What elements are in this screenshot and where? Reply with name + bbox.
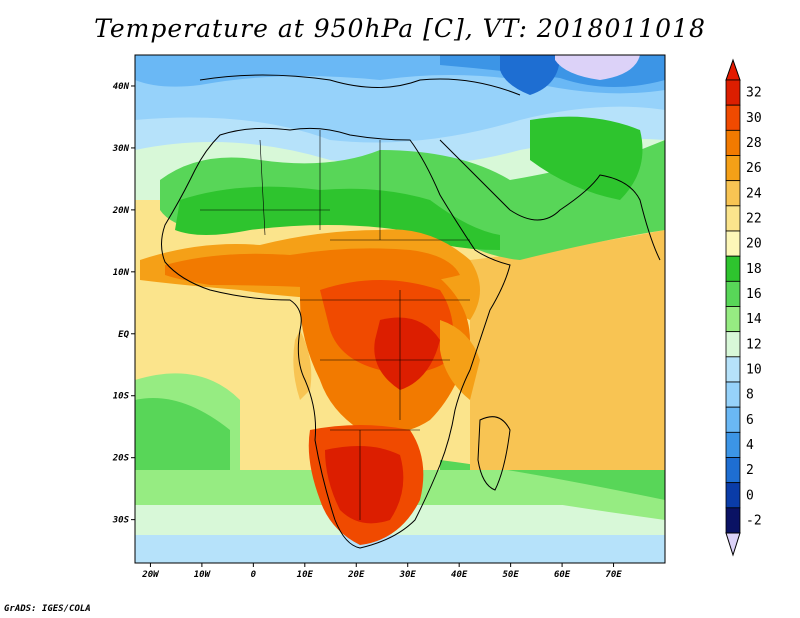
y-tick-label: 20S	[112, 454, 130, 464]
x-tick-label: 50E	[502, 570, 519, 580]
colorbar-label: 18	[746, 262, 762, 277]
coastlines	[161, 74, 661, 549]
country-borders	[200, 130, 470, 520]
colorbar-label: -2	[746, 513, 762, 528]
x-tick-label: 30E	[399, 570, 417, 580]
colorbar-segment	[725, 280, 741, 307]
x-tick-label: 10E	[297, 570, 314, 580]
colorbar-segment	[725, 255, 741, 282]
colorbar-label: 4	[746, 438, 754, 453]
y-tick-label: 30N	[112, 144, 130, 154]
colorbar-segment	[725, 381, 741, 408]
y-tick-label: 10S	[113, 392, 130, 402]
colorbar-segment	[725, 457, 741, 484]
colorbar-label: 8	[746, 388, 754, 403]
y-tick-label: EQ	[118, 330, 129, 340]
colorbar-label: 32	[746, 86, 762, 101]
colorbar-label: 10	[746, 362, 762, 377]
colorbar-segment	[725, 230, 741, 257]
colorbar-label: 12	[746, 337, 762, 352]
colorbar-label: 30	[746, 111, 762, 126]
x-tick-label: 60E	[554, 570, 571, 580]
colorbar-segment	[725, 129, 741, 156]
latitude-axis: 40N 30N 20N 10N EQ 10S 20S 30S	[112, 82, 135, 526]
colorbar-segment	[725, 180, 741, 207]
colorbar-segment	[725, 507, 741, 534]
plot-frame	[134, 54, 666, 564]
colorbar-segment	[725, 331, 741, 358]
colorbar-label: 0	[746, 488, 754, 503]
colorbar-label: 28	[746, 136, 762, 151]
colorbar-label: 26	[746, 161, 762, 176]
y-tick-label: 10N	[113, 268, 130, 278]
colorbar-label: 6	[746, 413, 754, 428]
colorbar-segment	[725, 482, 741, 509]
x-tick-label: 0	[251, 570, 257, 580]
colorbar-label: 22	[746, 211, 762, 226]
colorbar-label: 2	[746, 463, 754, 478]
map-title: Temperature at 950hPa [C], VT: 201801101…	[94, 14, 706, 43]
colorbar-segment	[725, 356, 741, 383]
colorbar-segment	[725, 306, 741, 333]
colorbar-bottom-arrow	[725, 532, 741, 557]
y-tick-label: 20N	[112, 206, 130, 216]
colorbar-segment	[725, 155, 741, 182]
x-tick-label: 20W	[141, 570, 160, 580]
longitude-axis: 20W 10W 0 10E 20E 30E 40E 50E 60E 70E	[141, 563, 622, 580]
colorbar-segment	[725, 79, 741, 106]
colorbar-label: 16	[746, 287, 762, 302]
colorbar-segment	[725, 431, 741, 458]
colorbar-label: 24	[746, 186, 762, 201]
colorbar-label: 14	[746, 312, 762, 327]
x-tick-label: 70E	[605, 570, 622, 580]
y-tick-label: 30S	[112, 516, 130, 526]
colorbar-segment	[725, 205, 741, 232]
x-tick-label: 20E	[347, 570, 365, 580]
colorbar-segment	[725, 104, 741, 131]
software-credit: GrADS: IGES/COLA	[4, 604, 91, 614]
colorbar-segment	[725, 406, 741, 433]
y-tick-label: 40N	[113, 82, 130, 92]
colorbar-top-arrow	[725, 58, 741, 81]
colorbar-label: 20	[746, 237, 762, 252]
x-tick-label: 40E	[451, 570, 468, 580]
x-tick-label: 10W	[194, 570, 212, 580]
